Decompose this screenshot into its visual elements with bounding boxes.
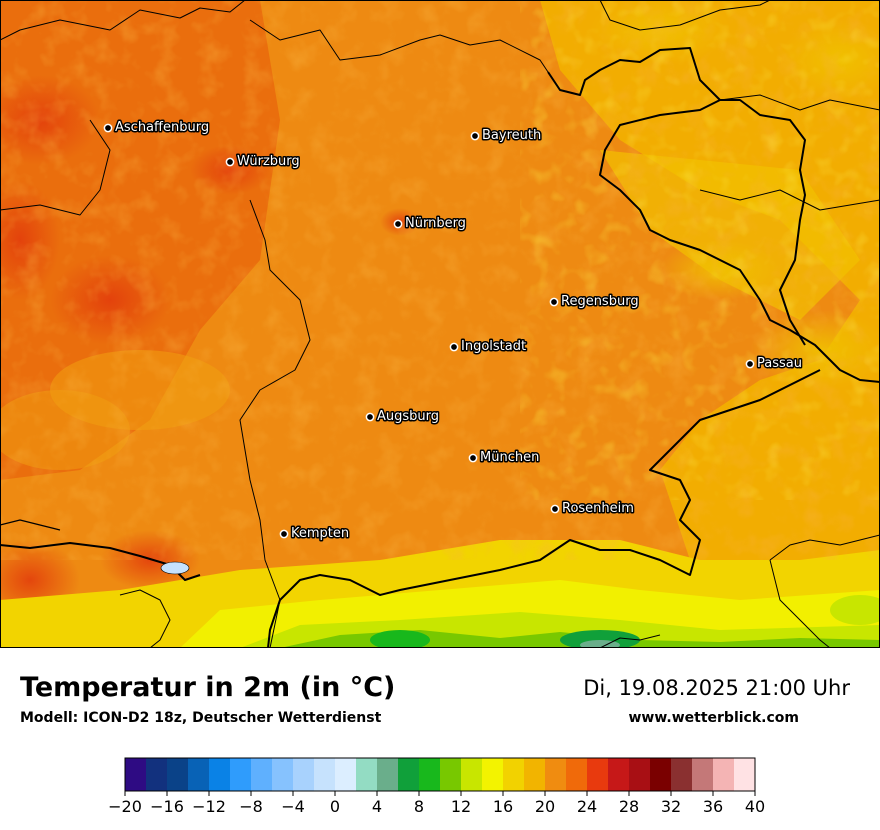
city-label: Regensburg [561,294,639,309]
city-label: Rosenheim [562,501,634,516]
legend-swatch [167,758,189,791]
legend-swatch [503,758,525,791]
legend-tick-label: 20 [535,797,555,816]
city-label: Aschaffenburg [115,120,209,135]
legend-swatch [671,758,693,791]
city-augsburg: Augsburg [365,408,441,426]
city-dot [550,504,560,514]
model-subtitle: Modell: ICON-D2 18z, Deutscher Wetterdie… [20,710,382,726]
legend-tick-label: −12 [192,797,226,816]
city-dot [745,359,755,369]
legend-tick-label: 32 [661,797,681,816]
city-aschaffenburg: Aschaffenburg [103,119,211,137]
legend-swatch [713,758,735,791]
legend-swatch [188,758,210,791]
legend-swatch [461,758,483,791]
city-nürnberg: Nürnberg [393,215,467,233]
forecast-datetime: Di, 19.08.2025 21:00 Uhr [583,676,850,700]
legend-tick-label: −16 [150,797,184,816]
city-label: Bayreuth [482,128,541,143]
legend-swatch [608,758,630,791]
city-label: Nürnberg [405,216,466,231]
legend-tick-label: 36 [703,797,723,816]
legend-swatch [146,758,168,791]
legend-tick-label: 12 [451,797,471,816]
legend-swatch [566,758,588,791]
legend-tick-label: 40 [745,797,765,816]
temperature-field [0,0,880,648]
city-kempten: Kempten [279,525,351,543]
legend-swatch [209,758,231,791]
city-label: Passau [757,356,802,371]
city-dot [279,529,289,539]
temperature-map[interactable]: Aschaffenburg Bayreuth Würzburg Nürnberg Reg… [0,0,880,648]
city-dot [549,297,559,307]
legend-frame [124,757,756,792]
legend-tick-label: 16 [493,797,513,816]
legend-swatch [398,758,420,791]
legend-swatch [230,758,252,791]
legend-swatch [482,758,504,791]
city-ingolstadt: Ingolstadt [449,338,528,356]
city-dot [365,412,375,422]
legend-swatch [629,758,651,791]
map-title: Temperatur in 2m (in °C) [20,672,396,703]
legend-swatch [650,758,672,791]
legend-tick-label: 28 [619,797,639,816]
legend-swatch [419,758,441,791]
city-label: Augsburg [377,409,439,424]
city-bayreuth: Bayreuth [470,127,543,145]
legend-tick-label: −4 [281,797,305,816]
legend-swatch [692,758,714,791]
legend-swatch [356,758,378,791]
legend-swatch [293,758,315,791]
city-label: München [480,450,539,465]
city-dot [449,342,459,352]
legend-tick-label: 0 [330,797,340,816]
legend-tick-label: −20 [108,797,142,816]
city-markers: Aschaffenburg Bayreuth Würzburg Nürnberg Reg… [103,119,803,543]
city-dot [468,453,478,463]
legend-swatch [524,758,546,791]
legend-tick-label: 4 [372,797,382,816]
lake [160,561,190,575]
legend-swatch [440,758,462,791]
legend-swatch [335,758,357,791]
legend-tick-label: 24 [577,797,597,816]
legend-swatch [272,758,294,791]
legend-swatch [377,758,399,791]
city-dot [393,219,403,229]
legend-swatch [314,758,336,791]
city-dot [103,123,113,133]
city-passau: Passau [745,355,803,373]
city-münchen: München [468,449,541,467]
border-lines [0,0,880,648]
city-regensburg: Regensburg [549,293,640,311]
website-link[interactable]: www.wetterblick.com [628,710,800,726]
legend-swatch [251,758,273,791]
city-rosenheim: Rosenheim [550,500,635,518]
city-label: Kempten [291,526,349,541]
legend-swatch [545,758,567,791]
city-dot [225,157,235,167]
legend-swatch [734,758,756,791]
city-würzburg: Würzburg [225,153,301,171]
city-label: Würzburg [237,154,300,169]
city-dot [470,131,480,141]
city-label: Ingolstadt [461,339,526,354]
legend-swatch [587,758,609,791]
color-legend: −20 −16 −12 −8 −4 0 4 8 12 16 20 24 28 32 36 40 [108,757,765,816]
legend-tick-label: 8 [414,797,424,816]
legend-tick-label: −8 [239,797,263,816]
legend-swatch [125,758,147,791]
